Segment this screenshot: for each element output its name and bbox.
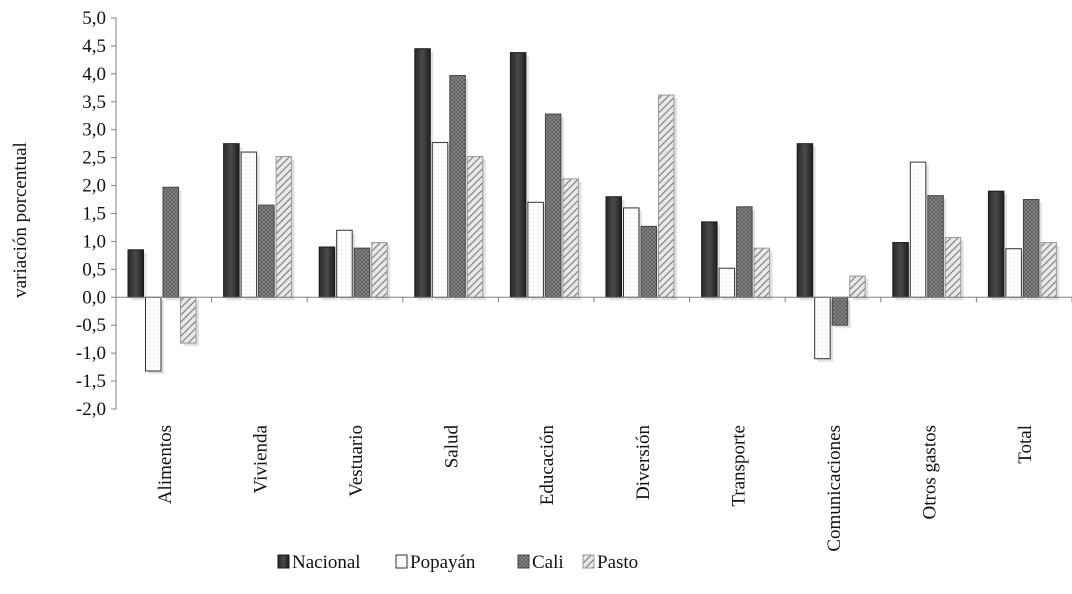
legend-swatch — [517, 554, 530, 569]
y-tick-label: 1,5 — [82, 204, 106, 225]
y-tick-label: -0,5 — [76, 315, 106, 336]
y-tick-label: 2,0 — [82, 176, 106, 197]
y-axis-ticks: -2,0 -1,5 -1,0 -0,5 0,0 0,5 1,0 1,5 2,0 2,5 3,0 3,5… — [76, 8, 116, 420]
bar-popayn-5 — [623, 207, 640, 298]
bar-pasto-4 — [562, 178, 579, 298]
category-label: Vivienda — [250, 424, 271, 493]
bar-cali-6 — [736, 206, 753, 298]
legend-label: Popayán — [410, 552, 476, 573]
y-tick-label: 1,0 — [82, 231, 106, 252]
bars — [127, 48, 1060, 375]
category-label: Vestuario — [346, 425, 367, 497]
legend-swatch — [395, 554, 408, 569]
y-tick-label: 0,0 — [82, 287, 106, 308]
bar-popayn-1 — [240, 151, 258, 298]
category-label: Total — [1015, 425, 1036, 464]
category-label: Alimentos — [155, 425, 176, 504]
bar-popayn-2 — [336, 229, 353, 298]
y-tick-label: 3,0 — [82, 120, 106, 141]
bar-cali-0 — [162, 186, 179, 298]
legend-swatch — [277, 554, 290, 569]
bar-pasto-2 — [371, 242, 388, 298]
bar-nacional-3 — [414, 48, 431, 298]
bar-nacional-8 — [892, 242, 909, 298]
bar-pasto-3 — [466, 156, 484, 298]
bar-pasto-0 — [180, 296, 197, 344]
bar-pasto-1 — [275, 156, 293, 298]
bar-cali-5 — [640, 225, 657, 298]
bar-nacional-7 — [796, 143, 814, 298]
bar-popayn-8 — [909, 161, 927, 298]
y-tick-label: -1,5 — [76, 371, 106, 392]
category-label: Salud — [442, 425, 463, 469]
y-tick-label: -2,0 — [76, 399, 106, 420]
category-label: Diversión — [633, 425, 654, 500]
legend-label: Cali — [532, 552, 564, 573]
bar-nacional-5 — [605, 196, 622, 298]
bar-nacional-0 — [127, 249, 144, 298]
bar-cali-2 — [353, 247, 371, 298]
bar-pasto-6 — [753, 247, 771, 298]
legend-label: Nacional — [292, 552, 361, 573]
bar-nacional-1 — [223, 143, 240, 298]
y-tick-label: 4,5 — [82, 36, 106, 57]
bar-cali-3 — [449, 75, 466, 298]
bar-pasto-8 — [944, 237, 962, 298]
y-tick-label: 0,5 — [82, 259, 106, 280]
category-label: Otros gastos — [920, 425, 941, 519]
y-tick-label: 4,0 — [82, 64, 106, 85]
category-labels: Alimentos Vivienda Vestuario Salud Educación… — [155, 424, 1036, 551]
legend-label: Pasto — [597, 552, 638, 573]
bar-cali-4 — [544, 113, 562, 298]
axes — [115, 18, 1072, 409]
legend: Nacional Popayán Cali Pasto — [277, 552, 638, 573]
bar-pasto-7 — [849, 275, 866, 298]
y-tick-label: 3,5 — [82, 92, 106, 113]
bar-popayn-9 — [1005, 248, 1022, 298]
y-tick-label: -1,0 — [76, 343, 106, 364]
bar-nacional-4 — [509, 52, 527, 298]
bar-popayn-3 — [431, 142, 449, 298]
bar-popayn-0 — [145, 296, 162, 372]
y-axis-label: variación porcentual — [10, 142, 31, 298]
bar-popayn-7 — [814, 296, 831, 360]
bar-cali-7 — [831, 296, 849, 326]
category-label: Educación — [537, 425, 558, 506]
bar-pasto-5 — [658, 94, 675, 298]
category-label: Comunicaciones — [824, 425, 845, 552]
bar-nacional-9 — [987, 190, 1005, 298]
bar-cali-9 — [1022, 199, 1040, 298]
bar-pasto-9 — [1040, 242, 1057, 298]
y-tick-label: 2,5 — [82, 148, 106, 169]
category-label: Transporte — [728, 425, 749, 507]
bar-nacional-2 — [318, 246, 336, 298]
bar-popayn-6 — [718, 267, 736, 298]
legend-swatch — [582, 554, 595, 569]
bar-nacional-6 — [701, 221, 718, 298]
bar-cali-1 — [258, 204, 275, 298]
bar-popayn-4 — [527, 201, 544, 298]
y-tick-label: 5,0 — [82, 8, 106, 29]
bar-cali-8 — [927, 195, 944, 298]
